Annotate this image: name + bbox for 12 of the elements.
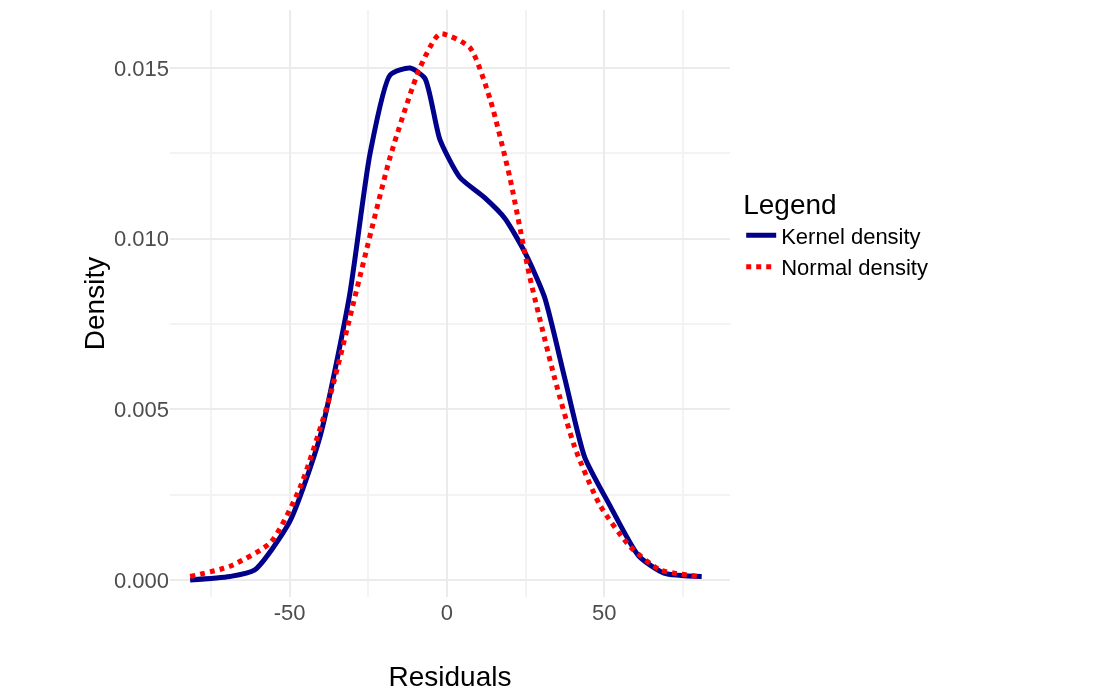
x-tick-label: 50 [591, 600, 617, 625]
y-tick-label: 0.005 [113, 397, 169, 422]
y-tick-label: 0.010 [113, 226, 169, 252]
legend-label: Kernel density [781, 223, 921, 249]
legend-label: Normal density [781, 255, 928, 281]
x-axis-title: Residuals [388, 661, 512, 692]
x-tick-label: -50 [273, 600, 306, 625]
legend-title: Legend [743, 189, 837, 221]
y-axis-title: Density [79, 256, 110, 351]
y-tick-label: 0.000 [113, 567, 169, 593]
y-tick-label: 0.015 [113, 55, 169, 81]
x-tick-label: 0 [440, 600, 453, 625]
